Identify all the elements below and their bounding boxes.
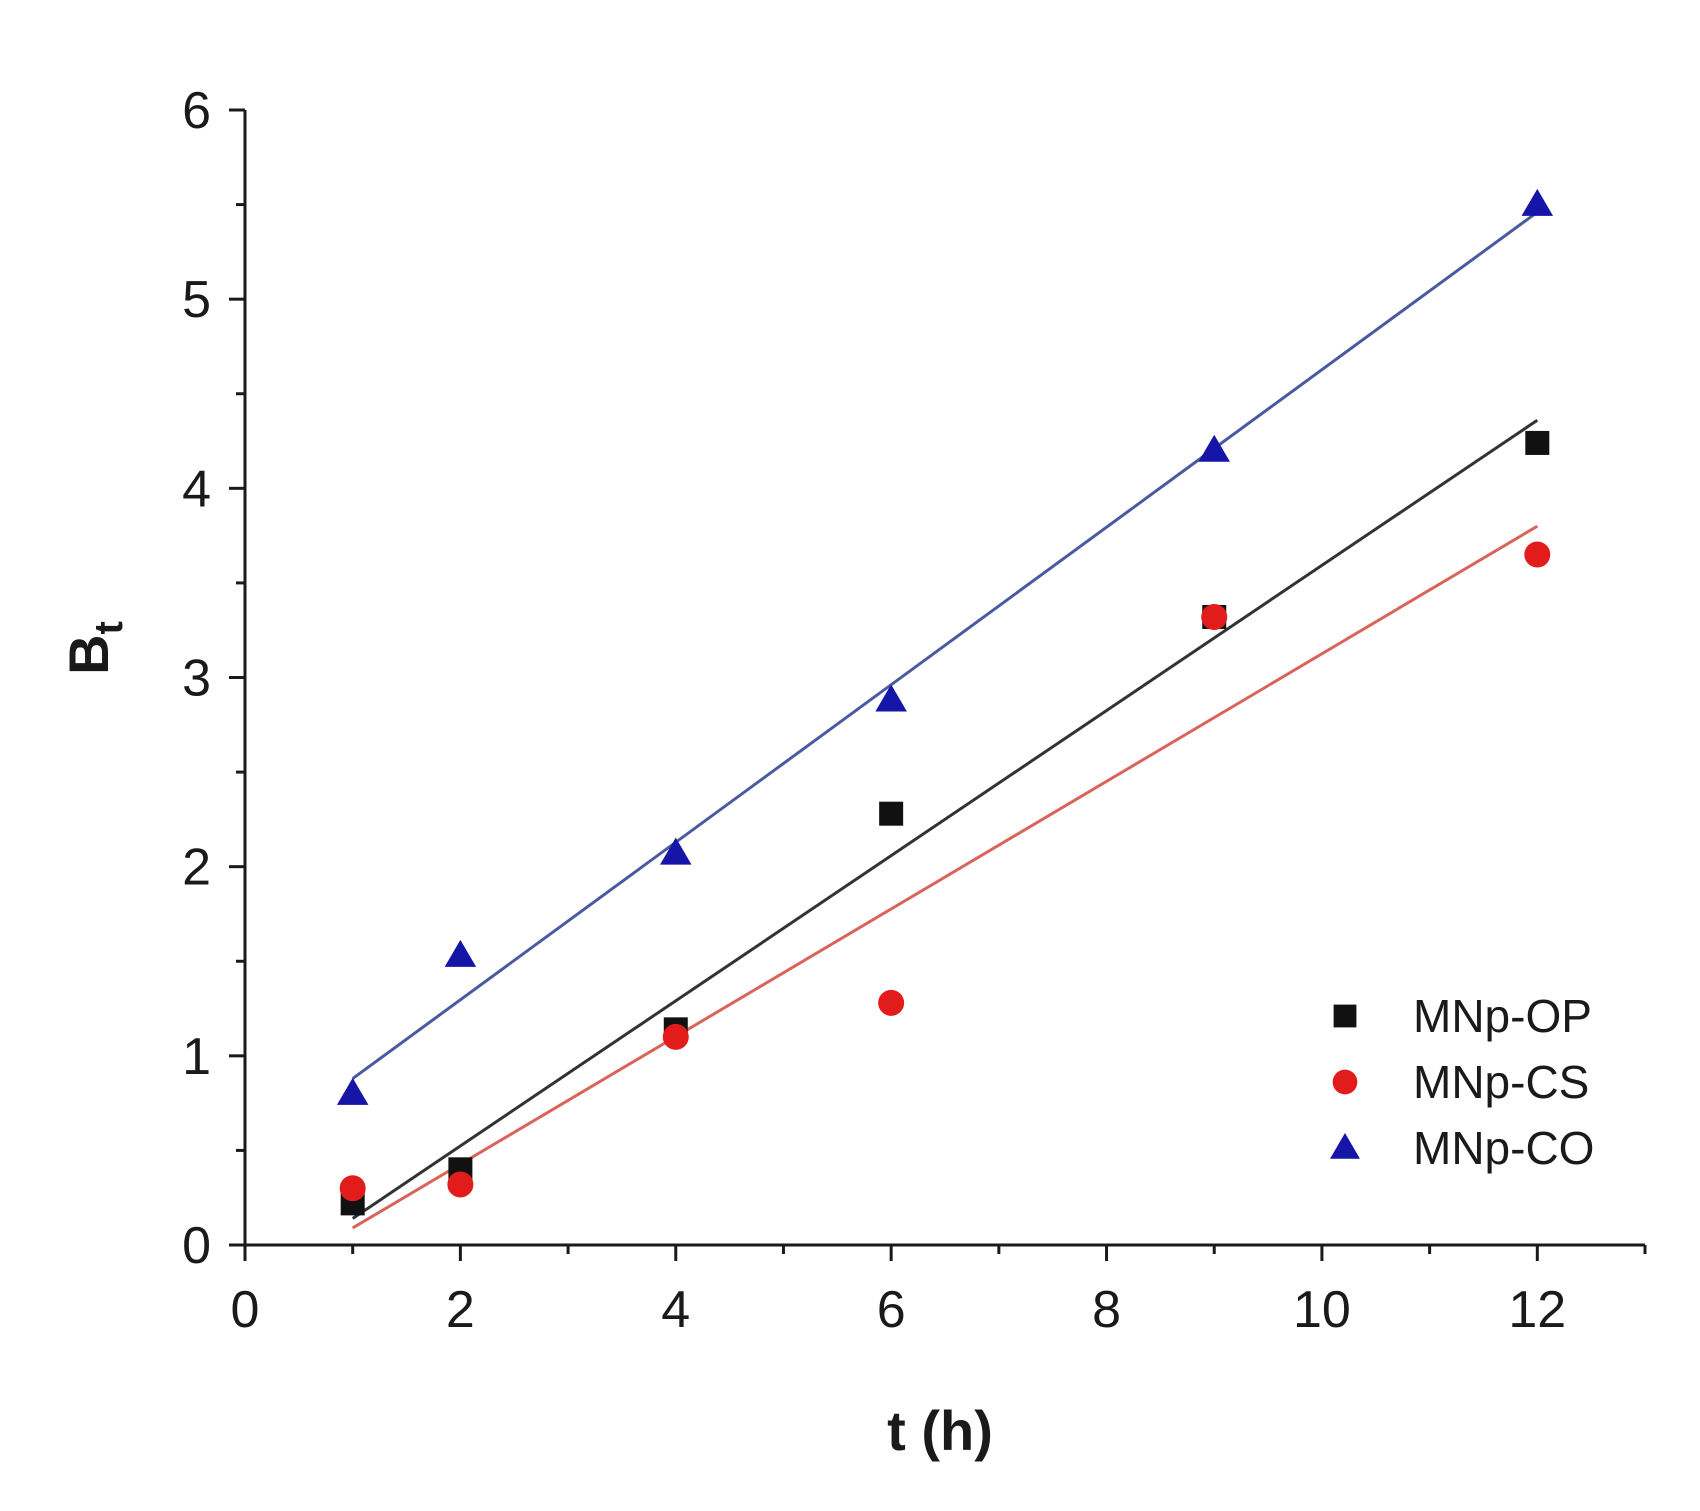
- data-point-mnp-cs: [1524, 541, 1551, 568]
- data-point-mnp-cs: [662, 1023, 689, 1050]
- y-tick-label: 6: [182, 82, 211, 140]
- y-axis-title-subscript: t: [87, 621, 131, 634]
- legend: MNp-OP MNp-CS MNp-CO: [1330, 990, 1594, 1174]
- legend-label-mnp-co: MNp-CO: [1413, 1122, 1594, 1174]
- fit-line-mnp-cs: [351, 524, 1539, 1230]
- legend-marker-mnp-co: [1330, 1133, 1360, 1159]
- data-point-mnp-co: [875, 684, 907, 712]
- legend-label-mnp-cs: MNp-CS: [1413, 1056, 1589, 1108]
- y-tick-label: 4: [182, 460, 211, 518]
- fit-line-mnp-co: [351, 210, 1539, 1080]
- x-tick-label: 4: [661, 1281, 690, 1339]
- data-point-mnp-cs: [878, 989, 905, 1016]
- data-point-mnp-op: [1525, 430, 1550, 455]
- data-point-mnp-op: [879, 801, 904, 826]
- data-point-mnp-co: [1198, 434, 1230, 462]
- data-point-mnp-cs: [1201, 603, 1228, 630]
- x-tick-label: 8: [1092, 1281, 1121, 1339]
- x-tick-label: 6: [877, 1281, 906, 1339]
- x-tick-label: 0: [231, 1281, 260, 1339]
- y-tick-label: 2: [182, 839, 211, 897]
- y-axis-title-main: B: [57, 634, 120, 674]
- x-tick-label: 12: [1508, 1281, 1566, 1339]
- data-point-mnp-cs: [447, 1171, 474, 1198]
- legend-marker-mnp-op: [1333, 1004, 1357, 1028]
- x-tick-label: 2: [446, 1281, 475, 1339]
- data-point-mnp-co: [444, 939, 477, 967]
- fit-lines-layer: [351, 210, 1539, 1230]
- data-point-mnp-cs: [339, 1175, 366, 1202]
- x-tick-label: 10: [1293, 1281, 1351, 1339]
- x-axis-title: t (h): [887, 1399, 993, 1462]
- data-point-mnp-co: [336, 1077, 369, 1105]
- y-tick-label: 1: [182, 1028, 211, 1086]
- y-tick-label: 5: [182, 271, 211, 329]
- fit-line-mnp-op: [351, 418, 1539, 1220]
- legend-label-mnp-op: MNp-OP: [1413, 990, 1592, 1042]
- data-point-mnp-co: [660, 837, 692, 865]
- legend-marker-mnp-cs: [1332, 1069, 1358, 1095]
- y-tick-label: 0: [182, 1217, 211, 1275]
- markers-layer: [336, 188, 1554, 1216]
- data-point-mnp-co: [1521, 188, 1554, 216]
- y-tick-label: 3: [182, 650, 211, 708]
- y-axis-title: Bt: [57, 621, 131, 675]
